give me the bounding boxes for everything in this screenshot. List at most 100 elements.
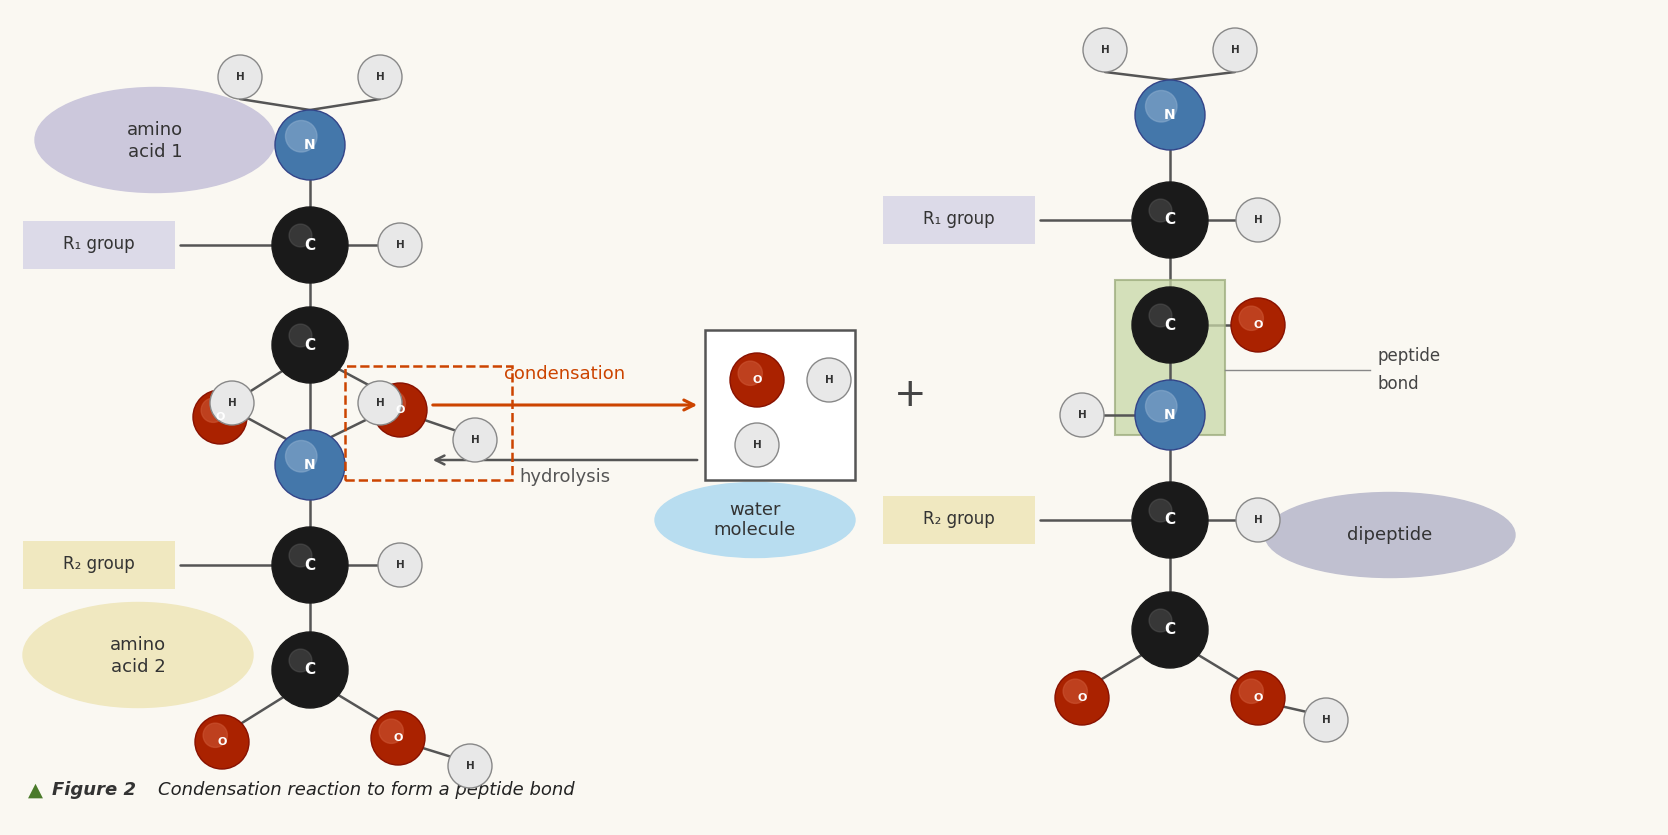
Circle shape — [1054, 671, 1109, 725]
Text: +: + — [894, 376, 926, 414]
Circle shape — [272, 527, 349, 603]
Text: amino: amino — [127, 121, 183, 139]
Text: Figure 2: Figure 2 — [52, 781, 137, 799]
Circle shape — [193, 390, 247, 444]
Circle shape — [275, 430, 345, 500]
Circle shape — [1134, 380, 1204, 450]
Circle shape — [449, 744, 492, 788]
Text: amino: amino — [110, 636, 167, 654]
Text: H: H — [227, 398, 237, 408]
Circle shape — [1133, 287, 1208, 363]
Text: H: H — [752, 440, 761, 450]
Bar — [345, 366, 512, 480]
Circle shape — [1149, 304, 1173, 326]
Circle shape — [374, 383, 427, 437]
Text: R₁ group: R₁ group — [922, 210, 994, 228]
Circle shape — [289, 649, 312, 672]
Circle shape — [1133, 182, 1208, 258]
Circle shape — [736, 423, 779, 467]
Circle shape — [1133, 592, 1208, 668]
Circle shape — [1146, 90, 1178, 122]
Circle shape — [380, 391, 405, 415]
Circle shape — [1146, 391, 1178, 422]
Circle shape — [731, 353, 784, 407]
Circle shape — [379, 223, 422, 267]
Ellipse shape — [35, 88, 275, 193]
Text: H: H — [395, 560, 404, 570]
Circle shape — [1236, 198, 1279, 242]
Text: H: H — [1101, 45, 1109, 55]
Circle shape — [1304, 698, 1348, 742]
Circle shape — [289, 224, 312, 247]
Circle shape — [272, 632, 349, 708]
Circle shape — [1231, 298, 1284, 352]
Text: H: H — [1321, 715, 1331, 725]
Text: H: H — [1078, 410, 1086, 420]
Text: O: O — [395, 405, 405, 415]
Text: O: O — [1253, 320, 1263, 330]
Circle shape — [1239, 306, 1263, 331]
Circle shape — [359, 55, 402, 99]
Text: R₂ group: R₂ group — [922, 510, 994, 528]
FancyBboxPatch shape — [882, 496, 1036, 544]
Text: N: N — [304, 458, 315, 472]
Text: H: H — [1254, 215, 1263, 225]
Circle shape — [284, 318, 337, 372]
Circle shape — [1149, 609, 1173, 632]
Circle shape — [195, 715, 249, 769]
Circle shape — [284, 539, 337, 592]
Text: O: O — [394, 733, 402, 743]
Circle shape — [289, 544, 312, 567]
Text: water: water — [729, 501, 781, 519]
Circle shape — [739, 361, 762, 386]
Text: bond: bond — [1378, 375, 1419, 393]
Text: C: C — [1164, 513, 1176, 528]
FancyBboxPatch shape — [882, 196, 1036, 244]
Text: H: H — [375, 398, 384, 408]
Circle shape — [1134, 80, 1204, 150]
Circle shape — [1143, 604, 1196, 656]
Circle shape — [370, 711, 425, 765]
Circle shape — [1149, 199, 1173, 222]
Ellipse shape — [1264, 493, 1515, 578]
Text: C: C — [1164, 623, 1176, 637]
Circle shape — [379, 543, 422, 587]
Text: O: O — [1253, 693, 1263, 703]
Text: acid 2: acid 2 — [110, 658, 165, 676]
Circle shape — [272, 207, 349, 283]
Circle shape — [1063, 679, 1088, 703]
Text: R₁ group: R₁ group — [63, 235, 135, 253]
FancyBboxPatch shape — [23, 221, 175, 269]
Circle shape — [284, 644, 337, 696]
Text: N: N — [304, 138, 315, 152]
Circle shape — [1213, 28, 1258, 72]
Circle shape — [285, 120, 317, 152]
Circle shape — [1231, 671, 1284, 725]
Text: H: H — [824, 375, 834, 385]
Circle shape — [1143, 194, 1196, 246]
Text: H: H — [1254, 515, 1263, 525]
Text: H: H — [235, 72, 245, 82]
Text: O: O — [752, 375, 762, 385]
Ellipse shape — [23, 603, 254, 707]
Circle shape — [275, 110, 345, 180]
Circle shape — [219, 55, 262, 99]
Text: C: C — [305, 337, 315, 352]
Text: molecule: molecule — [714, 521, 796, 539]
Circle shape — [1143, 493, 1196, 547]
Circle shape — [202, 398, 225, 423]
Bar — [706, 330, 856, 480]
Text: condensation: condensation — [504, 365, 626, 383]
Text: O: O — [1078, 693, 1086, 703]
Circle shape — [1236, 498, 1279, 542]
Text: O: O — [217, 737, 227, 747]
Ellipse shape — [656, 483, 856, 558]
Text: R₂ group: R₂ group — [63, 555, 135, 573]
Circle shape — [359, 381, 402, 425]
Text: C: C — [305, 558, 315, 573]
Circle shape — [1059, 393, 1104, 437]
Text: C: C — [305, 237, 315, 252]
Circle shape — [807, 358, 851, 402]
Circle shape — [285, 441, 317, 472]
Circle shape — [1239, 679, 1263, 703]
